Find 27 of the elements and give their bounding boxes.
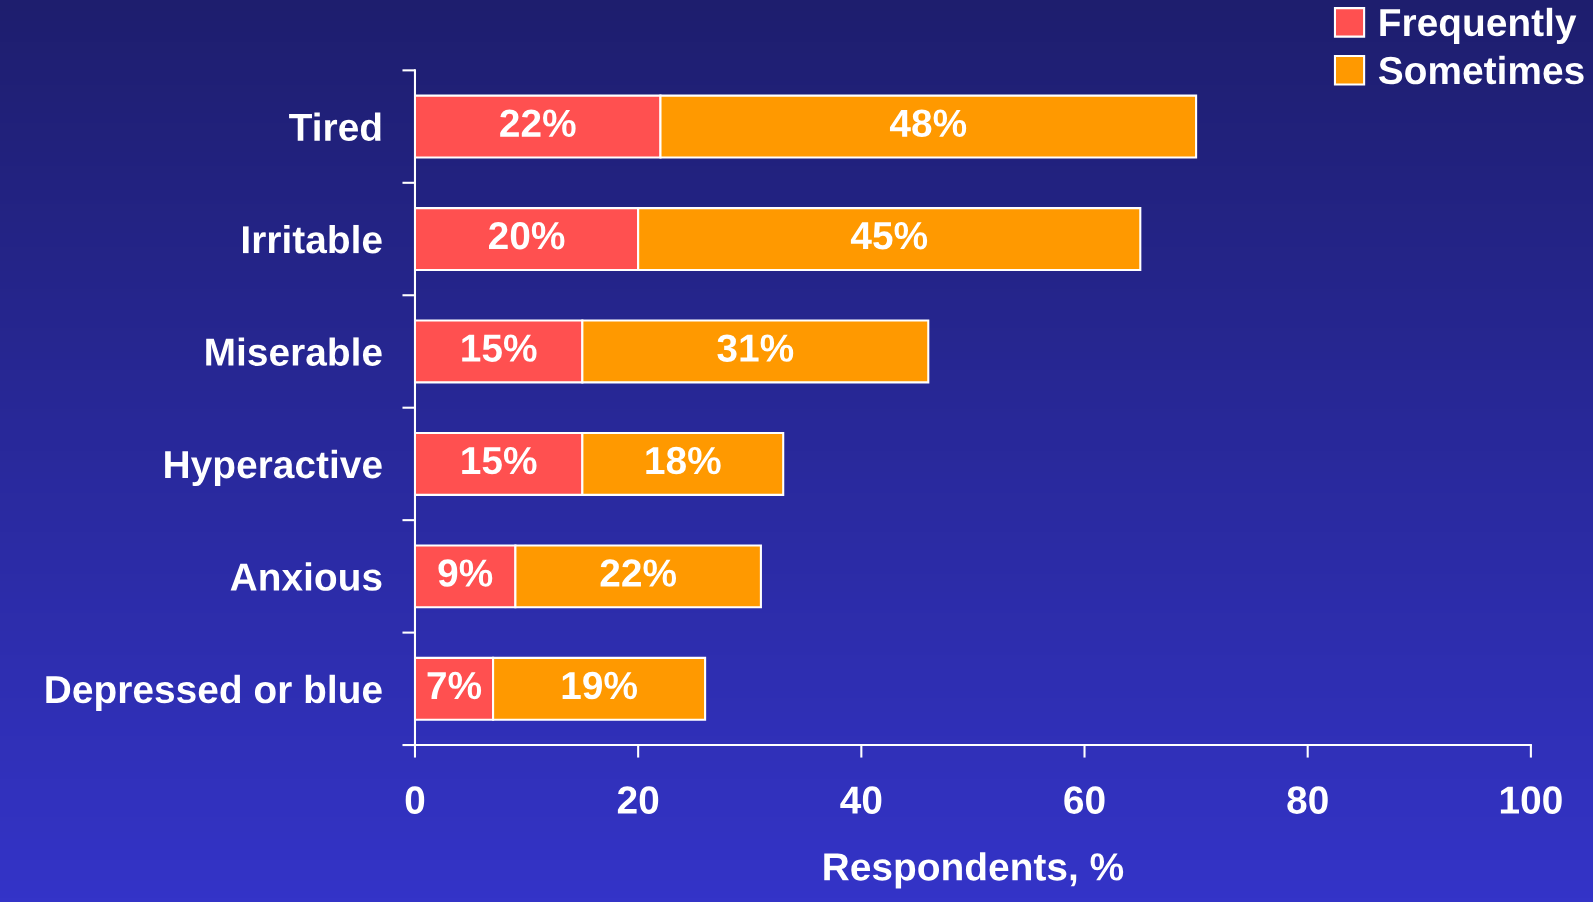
y-tick-label: Irritable bbox=[243, 224, 382, 254]
data-label: 9% bbox=[438, 559, 493, 587]
data-label: 18% bbox=[646, 446, 721, 475]
data-label: 22% bbox=[500, 109, 576, 137]
x-tick-label: 0 bbox=[405, 786, 425, 814]
x-tick-label: 40 bbox=[840, 786, 882, 814]
data-label: 15% bbox=[462, 446, 537, 475]
x-tick-label: 80 bbox=[1287, 786, 1328, 814]
data-label: 45% bbox=[850, 222, 928, 250]
data-label: 22% bbox=[600, 559, 677, 587]
x-tick-label: 100 bbox=[1500, 786, 1562, 814]
legend-label: Frequently bbox=[1380, 7, 1577, 45]
data-label: 19% bbox=[562, 671, 637, 700]
y-tick-label: Hyperactive bbox=[165, 449, 382, 487]
data-label: 48% bbox=[889, 109, 967, 138]
y-tick-label: Anxious bbox=[230, 562, 382, 591]
x-tick-label: 20 bbox=[617, 786, 659, 814]
x-tick-label: 60 bbox=[1064, 786, 1105, 814]
x-axis-title: Respondents, % bbox=[824, 852, 1124, 889]
y-tick-label: Tired bbox=[289, 112, 381, 142]
data-label: 31% bbox=[717, 334, 794, 362]
data-label: 20% bbox=[489, 221, 565, 250]
data-label: 7% bbox=[427, 671, 482, 700]
y-tick-label: Miserable bbox=[206, 337, 382, 366]
data-label: 15% bbox=[462, 334, 537, 362]
y-tick-label: Depressed or blue bbox=[46, 674, 382, 711]
legend-label: Sometimes bbox=[1378, 55, 1584, 85]
